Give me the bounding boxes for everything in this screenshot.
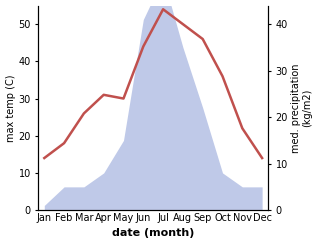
- X-axis label: date (month): date (month): [112, 228, 194, 238]
- Y-axis label: max temp (C): max temp (C): [5, 74, 16, 142]
- Y-axis label: med. precipitation
(kg/m2): med. precipitation (kg/m2): [291, 63, 313, 152]
